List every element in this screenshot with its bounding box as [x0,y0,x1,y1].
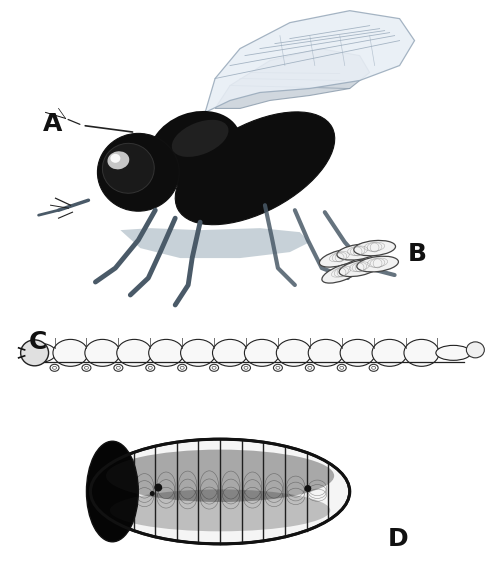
Text: C: C [29,330,47,354]
Ellipse shape [85,339,120,367]
Ellipse shape [107,151,129,169]
Ellipse shape [354,241,396,256]
Ellipse shape [154,484,162,491]
Polygon shape [205,10,414,113]
Ellipse shape [245,339,279,367]
Text: D: D [388,527,408,552]
Polygon shape [215,49,370,108]
Ellipse shape [276,339,312,367]
Ellipse shape [86,441,138,542]
Ellipse shape [102,143,154,193]
Polygon shape [120,228,310,258]
Ellipse shape [404,339,439,367]
Ellipse shape [320,249,360,267]
Ellipse shape [149,111,242,186]
Ellipse shape [372,339,407,367]
Ellipse shape [149,339,184,367]
Ellipse shape [308,339,343,367]
Ellipse shape [150,491,155,496]
Ellipse shape [110,154,120,163]
Ellipse shape [106,450,334,502]
Ellipse shape [53,339,88,367]
Ellipse shape [175,112,335,224]
Ellipse shape [90,439,350,544]
Ellipse shape [340,339,375,367]
Ellipse shape [357,256,399,272]
Ellipse shape [337,244,378,260]
Text: A: A [43,113,62,136]
Ellipse shape [180,339,216,367]
Ellipse shape [21,340,49,366]
Ellipse shape [21,343,56,362]
Ellipse shape [322,263,362,283]
Ellipse shape [110,490,331,531]
Ellipse shape [213,339,248,367]
Ellipse shape [117,339,152,367]
Ellipse shape [172,120,229,157]
Ellipse shape [304,485,311,492]
Ellipse shape [466,342,485,358]
Text: B: B [408,242,426,266]
Ellipse shape [339,259,380,277]
Ellipse shape [97,133,179,211]
Ellipse shape [436,345,471,360]
